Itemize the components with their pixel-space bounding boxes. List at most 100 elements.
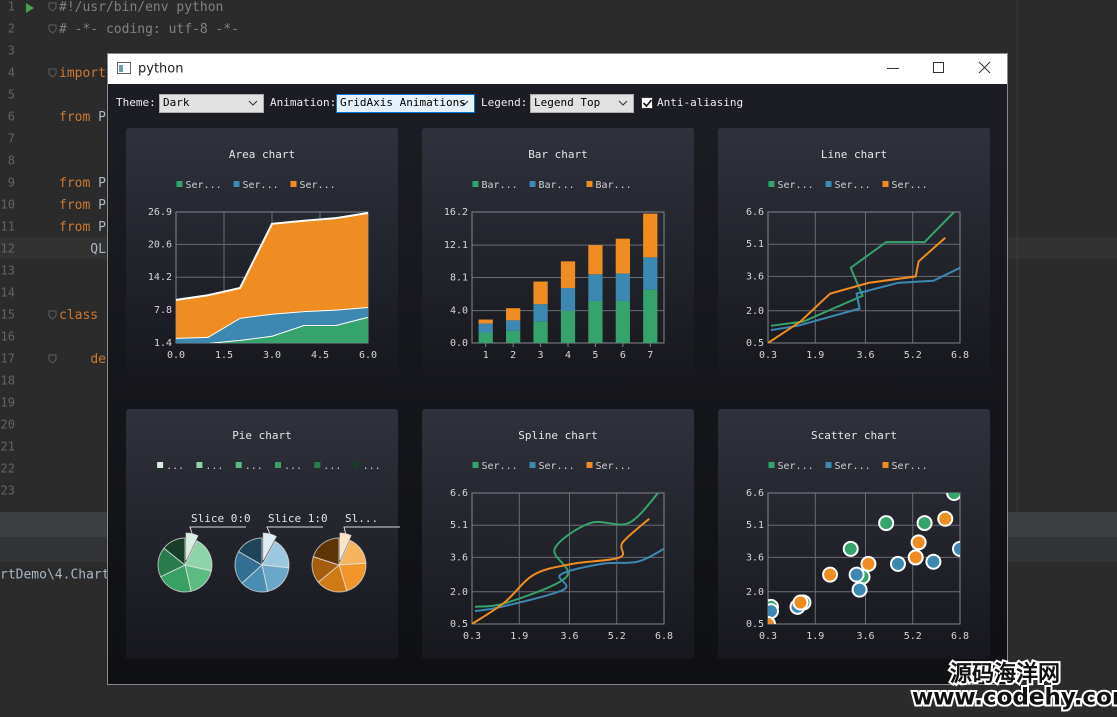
chart-card: Bar chart Bar... Bar... Bar... 0.0 4.0 8.1 12.1… bbox=[422, 128, 694, 378]
legend-swatch bbox=[586, 462, 593, 468]
code-line: import bbox=[59, 66, 106, 81]
line-number: 19 bbox=[1, 396, 15, 410]
card-bg bbox=[422, 409, 694, 659]
line-number: 17 bbox=[1, 352, 15, 366]
slice-label-line bbox=[189, 526, 246, 534]
legend-swatch bbox=[290, 181, 297, 187]
line-number: 7 bbox=[8, 132, 15, 146]
animation-combo[interactable] bbox=[336, 94, 475, 113]
y-tick-label: 2.0 bbox=[450, 587, 468, 598]
watermark-url: www.codehy.com bbox=[912, 685, 1117, 711]
legend-combo[interactable] bbox=[530, 94, 634, 113]
scatter-point bbox=[916, 515, 933, 532]
line-number: 14 bbox=[1, 286, 15, 300]
y-tick-label: 1.4 bbox=[154, 338, 172, 349]
y-tick-label: 0.5 bbox=[746, 338, 764, 349]
bar-segment bbox=[643, 289, 658, 343]
check-mark bbox=[642, 99, 653, 108]
legend-label: Ser... bbox=[186, 180, 222, 191]
x-tick-label: 5.2 bbox=[904, 631, 922, 642]
legend-swatch bbox=[768, 462, 775, 468]
theme-combo[interactable] bbox=[159, 94, 264, 113]
scatter-point bbox=[952, 540, 960, 557]
x-tick-label: 2 bbox=[510, 350, 516, 361]
y-tick-label: 26.9 bbox=[148, 207, 172, 218]
bar-segment bbox=[478, 319, 493, 324]
pie-slice bbox=[312, 537, 340, 566]
code-line: from P bbox=[59, 220, 106, 235]
legend-swatch bbox=[196, 462, 203, 468]
slice-label: Slice 1:0 bbox=[268, 512, 328, 525]
slice-label: Sl... bbox=[345, 512, 378, 525]
x-tick-label: 3.6 bbox=[560, 631, 578, 642]
pie-slice bbox=[163, 537, 186, 567]
legend-label: ... bbox=[284, 461, 302, 472]
x-tick-label: 6.8 bbox=[655, 631, 673, 642]
scatter-point bbox=[878, 515, 895, 532]
x-tick-label: 1 bbox=[483, 350, 489, 361]
y-tick-label: 16.2 bbox=[444, 207, 468, 218]
legend-label: Bar... bbox=[482, 180, 518, 191]
title-bar bbox=[108, 54, 1007, 84]
area-edge bbox=[176, 315, 368, 343]
x-tick-label: 7 bbox=[647, 350, 653, 361]
close-button[interactable] bbox=[978, 61, 991, 74]
line-number: 22 bbox=[1, 462, 15, 476]
plot-frame bbox=[767, 492, 961, 625]
line-number: 3 bbox=[8, 44, 15, 58]
bar-segment bbox=[615, 273, 630, 301]
legend-label: ... bbox=[363, 461, 381, 472]
legend-swatch bbox=[314, 462, 321, 468]
antialiasing-checkbox[interactable] bbox=[641, 97, 653, 109]
x-tick-label: 3.0 bbox=[263, 350, 281, 361]
y-tick-label: 6.6 bbox=[746, 207, 764, 218]
editor: 1 #!/usr/bin/env python 2 # -*- coding: utf… bbox=[1, 0, 239, 498]
x-tick-label: 1.9 bbox=[510, 631, 528, 642]
run-icon[interactable] bbox=[26, 3, 34, 13]
watermark-name: 源码海洋网 bbox=[950, 661, 1060, 687]
pie-slice bbox=[339, 532, 352, 561]
scatter-point bbox=[910, 534, 927, 551]
series-line bbox=[472, 518, 650, 624]
pie-slice bbox=[237, 537, 263, 566]
legend-label: Bar... bbox=[539, 180, 575, 191]
bar-segment bbox=[588, 274, 603, 301]
y-tick-label: 6.6 bbox=[746, 488, 764, 499]
legend-swatch bbox=[586, 181, 593, 187]
area bbox=[176, 213, 368, 338]
legend-swatch bbox=[882, 462, 889, 468]
bar-segment bbox=[506, 308, 521, 321]
legend-label: Ser... bbox=[482, 461, 518, 472]
window-title: python bbox=[138, 62, 183, 77]
scatter-point bbox=[768, 616, 776, 624]
code-line: QL bbox=[59, 242, 106, 257]
scatter-point bbox=[822, 566, 839, 583]
chart-card: Pie chart............... ... Slice 0:0 Slic… bbox=[126, 409, 400, 659]
bar-segment bbox=[533, 304, 548, 322]
legend-swatch bbox=[353, 462, 360, 468]
line-number: 21 bbox=[1, 440, 15, 454]
scatter-point bbox=[860, 555, 877, 572]
bar-segment bbox=[615, 300, 630, 343]
legend-swatch bbox=[472, 181, 479, 187]
chart-title: Bar chart bbox=[528, 148, 588, 161]
fold-markers bbox=[48, 2, 57, 364]
x-tick-label: 5.2 bbox=[904, 350, 922, 361]
line-number: 4 bbox=[8, 66, 15, 80]
legend-label: Ser... bbox=[778, 180, 814, 191]
y-tick-label: 3.6 bbox=[746, 552, 764, 563]
chart-title: Scatter chart bbox=[811, 429, 897, 442]
animation-value: GridAxis Animations bbox=[340, 96, 466, 109]
y-tick-label: 0.5 bbox=[746, 619, 764, 630]
bar-segment bbox=[478, 323, 493, 333]
x-tick-label: 1.5 bbox=[215, 350, 233, 361]
series-line bbox=[474, 493, 659, 608]
bar-segment bbox=[506, 320, 521, 331]
x-tick-label: 6.8 bbox=[951, 350, 969, 361]
line-number: 15 bbox=[1, 308, 15, 322]
line-number: 6 bbox=[8, 110, 15, 124]
maximize-button[interactable] bbox=[933, 62, 944, 73]
legend-swatch bbox=[157, 462, 164, 468]
legend-label: ... bbox=[166, 461, 184, 472]
